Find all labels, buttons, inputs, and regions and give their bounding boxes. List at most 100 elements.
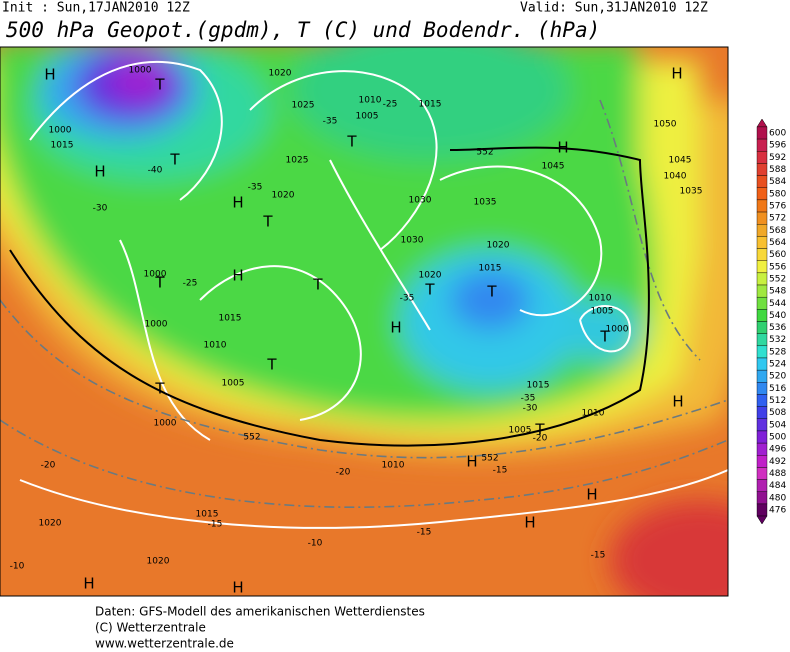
pressure-center-label: T xyxy=(424,281,435,299)
contour-label: -15 xyxy=(591,551,606,561)
colorbar-cell xyxy=(756,211,768,225)
contour-label: 1015 xyxy=(51,141,74,151)
colorbar-tip xyxy=(756,515,768,525)
pressure-center-label: H xyxy=(44,66,55,84)
colorbar-cell xyxy=(756,309,768,322)
contour-label: 1000 xyxy=(606,325,629,335)
pressure-center-label: H xyxy=(390,319,401,337)
contour-label: -20 xyxy=(41,461,56,471)
colorbar-label: 492 xyxy=(769,457,786,467)
colorbar-label: 588 xyxy=(769,165,786,175)
colorbar-cell xyxy=(756,248,768,261)
contour-label: 1000 xyxy=(49,126,72,136)
colorbar-cell xyxy=(756,369,768,383)
contour-label: 1015 xyxy=(527,381,550,391)
colorbar-label: 540 xyxy=(769,311,786,321)
colorbar-cell xyxy=(756,187,768,201)
colorbar-cell xyxy=(756,430,768,444)
init-time: Init : Sun,17JAN2010 12Z xyxy=(2,1,190,16)
pressure-center-label: T xyxy=(486,283,497,301)
contour-label: 552 xyxy=(243,433,260,443)
contour-label: -10 xyxy=(308,539,323,549)
pressure-center-label: H xyxy=(466,453,477,471)
contour-label: -15 xyxy=(208,520,223,530)
isotherms xyxy=(0,99,728,508)
pressure-center-label: H xyxy=(671,65,682,83)
contour-label: 1000 xyxy=(145,320,168,330)
colorbar-cell xyxy=(756,455,768,468)
contour-label: -35 xyxy=(248,183,263,193)
contour-label: 1020 xyxy=(147,557,170,567)
contour-label: -35 xyxy=(521,394,536,404)
pressure-center-label: H xyxy=(586,486,597,504)
contour-label: 1010 xyxy=(382,461,405,471)
contour-label: -10 xyxy=(10,562,25,572)
contour-label: 1050 xyxy=(654,120,677,130)
colorbar-label: 556 xyxy=(769,262,786,272)
colorbar-label: 576 xyxy=(769,201,786,211)
colorbar-label: 532 xyxy=(769,335,786,345)
contour-label: 1020 xyxy=(272,191,295,201)
contour-label: 1005 xyxy=(222,379,245,389)
colorbar-cell xyxy=(756,175,768,188)
colorbar-cell xyxy=(756,199,768,213)
contour-label: 1025 xyxy=(286,156,309,166)
contour-label: 1015 xyxy=(479,264,502,274)
contour-label: -20 xyxy=(533,434,548,444)
colorbar-cell xyxy=(756,491,768,505)
colorbar-label: 496 xyxy=(769,445,786,455)
contour-label: 1010 xyxy=(359,96,382,106)
pressure-center-label: H xyxy=(94,163,105,181)
colorbar-label: 488 xyxy=(769,469,786,479)
colorbar-cell xyxy=(756,467,768,480)
contour-label: 1020 xyxy=(39,519,62,529)
pressure-center-label: T xyxy=(169,151,180,169)
contour-label: 1005 xyxy=(591,307,614,317)
colorbar-cell xyxy=(756,406,768,419)
contour-label: -35 xyxy=(400,294,415,304)
contour-label: 1035 xyxy=(474,198,497,208)
colorbar-tip xyxy=(756,118,768,128)
colorbar-label: 580 xyxy=(769,189,786,199)
colorbar-label: 516 xyxy=(769,384,786,394)
colorbar-label: 520 xyxy=(769,372,786,382)
colorbar-cell xyxy=(756,479,768,492)
footer-line: (C) Wetterzentrale xyxy=(95,621,206,635)
colorbar-cell xyxy=(756,296,768,310)
colorbar-cell xyxy=(756,284,768,298)
colorbar-cell xyxy=(756,126,768,140)
pressure-center-label: T xyxy=(599,328,610,346)
colorbar-cell xyxy=(756,503,768,517)
pressure-center-label: T xyxy=(154,380,165,398)
contour-label: 1025 xyxy=(292,101,315,111)
colorbar-cell xyxy=(756,236,768,249)
contour-label: 1010 xyxy=(582,409,605,419)
colorbar-label: 596 xyxy=(769,141,786,151)
colorbar: 600 596 592 588 584 580 576 572 568 564 560 556 552 5… xyxy=(756,118,786,525)
colorbar-label: 600 xyxy=(769,129,786,139)
colorbar-cell xyxy=(756,418,768,432)
contour-label: -30 xyxy=(93,204,108,214)
colorbar-label: 564 xyxy=(769,238,786,248)
contour-label: -25 xyxy=(383,100,398,110)
contour-label: 1045 xyxy=(542,162,565,172)
colorbar-cell xyxy=(756,151,768,164)
colorbar-cell xyxy=(756,345,768,359)
pressure-center-label: T xyxy=(262,213,273,231)
colorbar-label: 480 xyxy=(769,493,786,503)
contour-label: 1020 xyxy=(269,69,292,79)
pressure-center-label: H xyxy=(524,514,535,532)
contour-label: -25 xyxy=(183,279,198,289)
contour-label: 1015 xyxy=(419,100,442,110)
colorbar-label: 560 xyxy=(769,250,786,260)
contour-label: 1020 xyxy=(487,241,510,251)
contour-label: 1000 xyxy=(154,419,177,429)
colorbar-label: 524 xyxy=(769,360,786,370)
colorbar-label: 572 xyxy=(769,214,786,224)
colorbar-cell xyxy=(756,382,768,395)
colorbar-label: 500 xyxy=(769,433,786,443)
pressure-center-label: H xyxy=(672,393,683,411)
pressure-center-label: H xyxy=(232,579,243,597)
colorbar-label: 548 xyxy=(769,287,786,297)
pressure-center-label: H xyxy=(232,194,243,212)
